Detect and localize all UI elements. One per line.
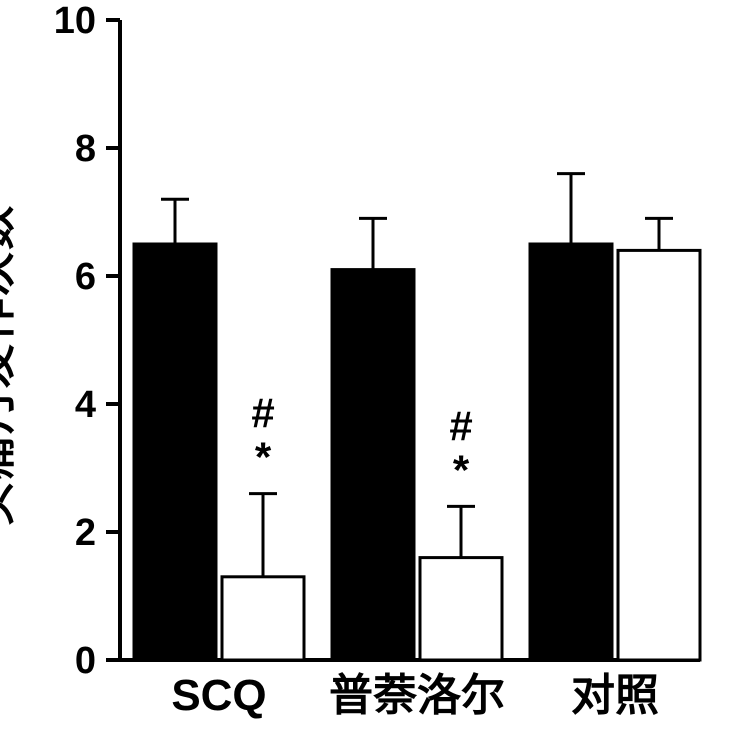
sig-marker: # bbox=[449, 402, 472, 449]
category-label: 普萘洛尔 bbox=[329, 671, 505, 720]
bar bbox=[134, 244, 216, 660]
chart-container: 头痛月发作次数 0246810*#SCQ*#普萘洛尔对照 bbox=[0, 0, 731, 729]
bar bbox=[332, 270, 414, 660]
sig-marker: # bbox=[251, 390, 274, 437]
bar bbox=[222, 577, 304, 660]
category-label: 对照 bbox=[571, 671, 659, 720]
y-tick-label: 10 bbox=[54, 0, 96, 42]
bar bbox=[618, 250, 700, 660]
y-tick-label: 2 bbox=[75, 512, 96, 554]
bar-chart: 0246810*#SCQ*#普萘洛尔对照 bbox=[0, 0, 731, 729]
y-axis-label: 头痛月发作次数 bbox=[0, 204, 22, 526]
y-tick-label: 4 bbox=[75, 384, 96, 426]
bar bbox=[530, 244, 612, 660]
sig-marker: * bbox=[453, 446, 470, 493]
category-label: SCQ bbox=[171, 671, 266, 720]
sig-marker: * bbox=[255, 434, 272, 481]
y-tick-label: 0 bbox=[75, 640, 96, 682]
y-tick-label: 8 bbox=[75, 128, 96, 170]
y-tick-label: 6 bbox=[75, 256, 96, 298]
bar bbox=[420, 558, 502, 660]
